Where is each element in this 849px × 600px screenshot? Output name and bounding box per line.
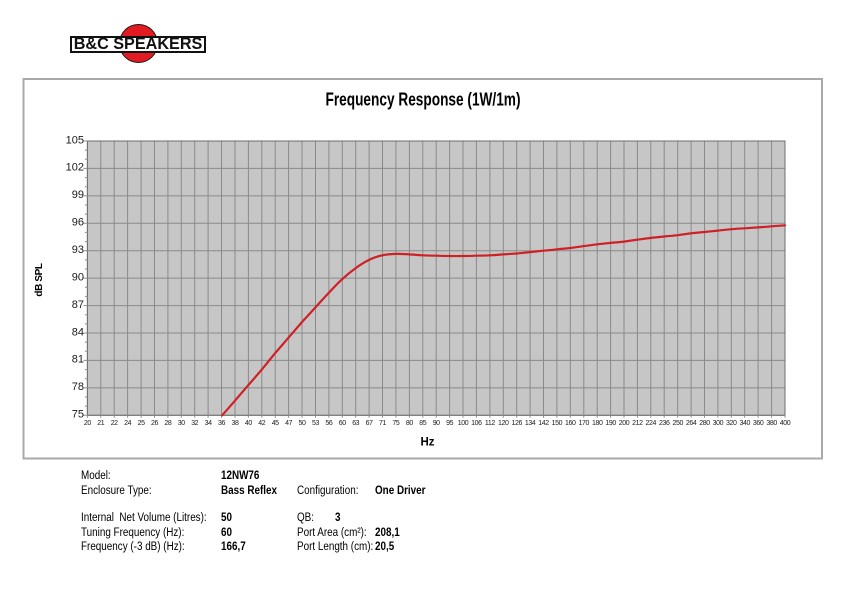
svg-text:280: 280: [699, 420, 710, 427]
svg-text:320: 320: [726, 420, 737, 427]
svg-text:160: 160: [565, 420, 576, 427]
svg-text:96: 96: [72, 217, 84, 229]
svg-text:56: 56: [325, 420, 332, 427]
svg-text:81: 81: [72, 354, 84, 366]
svg-text:78: 78: [72, 381, 84, 393]
svg-text:112: 112: [485, 420, 495, 427]
svg-text:24: 24: [124, 420, 131, 427]
svg-text:71: 71: [379, 420, 386, 427]
svg-text:26: 26: [151, 420, 158, 427]
svg-text:150: 150: [552, 420, 563, 427]
svg-text:45: 45: [272, 420, 279, 427]
svg-text:50: 50: [299, 420, 306, 427]
svg-text:264: 264: [686, 420, 697, 427]
svg-text:102: 102: [66, 162, 84, 174]
svg-text:28: 28: [164, 420, 171, 427]
svg-text:224: 224: [646, 420, 657, 427]
svg-text:212: 212: [632, 420, 643, 427]
svg-text:85: 85: [419, 420, 426, 427]
svg-text:87: 87: [72, 299, 84, 311]
svg-text:63: 63: [352, 420, 359, 427]
svg-text:106: 106: [471, 420, 482, 427]
svg-text:75: 75: [392, 420, 399, 427]
svg-text:236: 236: [659, 420, 670, 427]
svg-text:120: 120: [498, 420, 509, 427]
svg-text:25: 25: [138, 420, 145, 427]
svg-text:36: 36: [218, 420, 225, 427]
svg-text:100: 100: [458, 420, 469, 427]
svg-text:80: 80: [406, 420, 413, 427]
svg-text:53: 53: [312, 420, 319, 427]
svg-text:134: 134: [525, 420, 536, 427]
svg-text:142: 142: [538, 420, 549, 427]
svg-text:40: 40: [245, 420, 252, 427]
svg-text:360: 360: [753, 420, 764, 427]
svg-text:75: 75: [72, 409, 84, 421]
svg-text:90: 90: [433, 420, 440, 427]
svg-text:Hz: Hz: [420, 437, 434, 449]
svg-text:38: 38: [232, 420, 239, 427]
svg-text:93: 93: [72, 244, 84, 256]
svg-text:340: 340: [739, 420, 750, 427]
svg-text:47: 47: [285, 420, 292, 427]
svg-text:30: 30: [178, 420, 185, 427]
svg-text:126: 126: [511, 420, 522, 427]
svg-text:300: 300: [713, 420, 724, 427]
svg-text:95: 95: [446, 420, 453, 427]
svg-text:90: 90: [72, 271, 84, 283]
svg-text:190: 190: [605, 420, 616, 427]
svg-text:42: 42: [258, 420, 265, 427]
svg-text:dB SPL: dB SPL: [34, 263, 45, 296]
svg-text:105: 105: [66, 134, 84, 146]
svg-text:67: 67: [366, 420, 373, 427]
svg-text:22: 22: [111, 420, 118, 427]
svg-text:20: 20: [84, 420, 91, 427]
svg-text:400: 400: [780, 420, 791, 427]
svg-text:21: 21: [97, 420, 104, 427]
svg-text:32: 32: [191, 420, 198, 427]
svg-text:34: 34: [205, 420, 212, 427]
svg-text:380: 380: [766, 420, 777, 427]
svg-text:Frequency Response (1W/1m): Frequency Response (1W/1m): [326, 90, 521, 110]
svg-text:250: 250: [672, 420, 683, 427]
svg-text:60: 60: [339, 420, 346, 427]
svg-text:170: 170: [579, 420, 590, 427]
svg-text:200: 200: [619, 420, 630, 427]
svg-text:84: 84: [72, 326, 84, 338]
svg-text:99: 99: [72, 189, 84, 201]
svg-text:180: 180: [592, 420, 603, 427]
